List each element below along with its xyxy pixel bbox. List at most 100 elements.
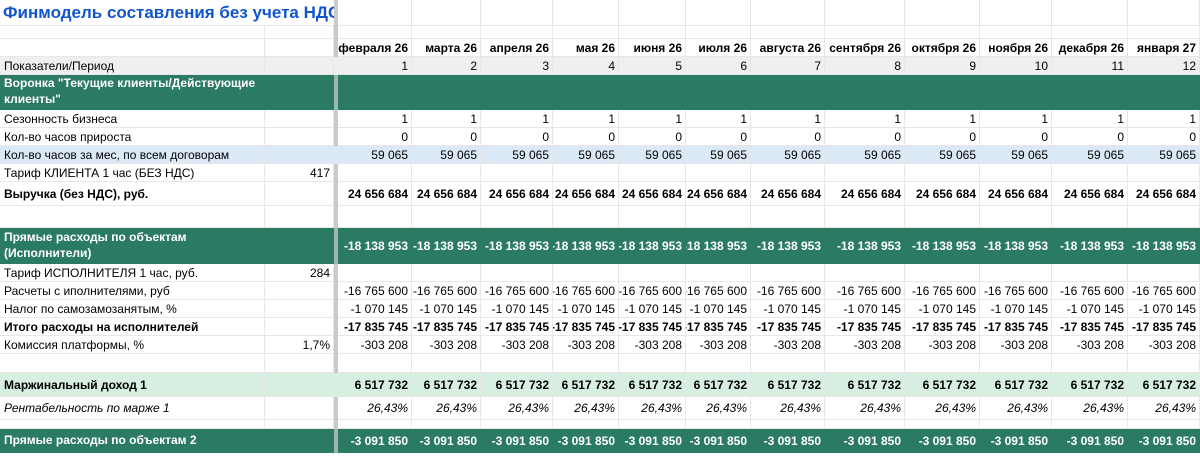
month-value-cell[interactable]: [751, 354, 825, 373]
month-value-cell[interactable]: -16 765 600: [619, 282, 686, 300]
month-value-cell[interactable]: -16 765 600: [553, 282, 619, 300]
month-value-cell[interactable]: -303 208: [1128, 336, 1200, 354]
month-value-cell[interactable]: 0: [980, 128, 1052, 146]
month-value-cell[interactable]: [412, 420, 481, 429]
month-value-cell[interactable]: -18 138 953: [412, 228, 481, 264]
month-header-cell[interactable]: октября 26: [905, 39, 980, 57]
month-value-cell[interactable]: -16 765 600: [825, 282, 905, 300]
row-label-cell[interactable]: [0, 420, 265, 429]
month-value-cell[interactable]: [825, 264, 905, 282]
month-value-cell[interactable]: 6 517 732: [481, 373, 553, 397]
month-value-cell[interactable]: [619, 164, 686, 182]
empty-cell[interactable]: [1052, 0, 1128, 26]
row-label-cell[interactable]: [0, 206, 265, 228]
month-value-cell[interactable]: [619, 420, 686, 429]
month-value-cell[interactable]: [980, 164, 1052, 182]
month-value-cell[interactable]: [1052, 75, 1128, 110]
month-value-cell[interactable]: -17 835 745: [686, 318, 751, 336]
month-header-cell[interactable]: января 27: [1128, 39, 1200, 57]
month-value-cell[interactable]: -3 091 850: [553, 429, 619, 453]
month-value-cell[interactable]: -1 070 145: [619, 300, 686, 318]
month-value-cell[interactable]: [825, 354, 905, 373]
month-value-cell[interactable]: -303 208: [905, 336, 980, 354]
month-value-cell[interactable]: [1128, 354, 1200, 373]
month-value-cell[interactable]: -18 138 953: [481, 228, 553, 264]
row-label-cell[interactable]: Тариф КЛИЕНТА 1 час (БЕЗ НДС): [0, 164, 265, 182]
month-value-cell[interactable]: 6 517 732: [412, 373, 481, 397]
month-value-cell[interactable]: -303 208: [825, 336, 905, 354]
period-number-cell[interactable]: 5: [619, 57, 686, 75]
empty-cell[interactable]: [553, 26, 619, 39]
month-value-cell[interactable]: [338, 264, 412, 282]
month-value-cell[interactable]: [1052, 354, 1128, 373]
month-value-cell[interactable]: -3 091 850: [481, 429, 553, 453]
param-value-cell[interactable]: 284: [265, 264, 334, 282]
month-value-cell[interactable]: 0: [481, 128, 553, 146]
empty-cell[interactable]: [905, 0, 980, 26]
month-header-cell[interactable]: февраля 26: [338, 39, 412, 57]
month-value-cell[interactable]: [825, 206, 905, 228]
month-value-cell[interactable]: -1 070 145: [553, 300, 619, 318]
month-value-cell[interactable]: -18 138 953: [619, 228, 686, 264]
param-value-cell[interactable]: [265, 75, 334, 110]
month-value-cell[interactable]: 59 065: [825, 146, 905, 164]
month-value-cell[interactable]: -3 091 850: [686, 429, 751, 453]
month-value-cell[interactable]: -303 208: [553, 336, 619, 354]
empty-cell[interactable]: [1128, 0, 1200, 26]
month-value-cell[interactable]: 59 065: [553, 146, 619, 164]
empty-cell[interactable]: [686, 0, 751, 26]
month-value-cell[interactable]: -17 835 745: [1128, 318, 1200, 336]
month-value-cell[interactable]: -17 835 745: [338, 318, 412, 336]
month-value-cell[interactable]: [905, 420, 980, 429]
empty-cell[interactable]: [265, 39, 334, 57]
month-value-cell[interactable]: 24 656 684: [553, 182, 619, 206]
month-value-cell[interactable]: [686, 420, 751, 429]
month-value-cell[interactable]: 24 656 684: [1052, 182, 1128, 206]
month-value-cell[interactable]: [686, 206, 751, 228]
month-value-cell[interactable]: -18 138 953: [980, 228, 1052, 264]
month-value-cell[interactable]: [553, 164, 619, 182]
param-value-cell[interactable]: 1,7%: [265, 336, 334, 354]
month-value-cell[interactable]: [481, 354, 553, 373]
section-header-cell[interactable]: Прямые расходы по объектам (Исполнители): [0, 228, 265, 264]
month-header-cell[interactable]: ноября 26: [980, 39, 1052, 57]
empty-cell[interactable]: [553, 0, 619, 26]
month-value-cell[interactable]: 6 517 732: [338, 373, 412, 397]
month-value-cell[interactable]: -303 208: [751, 336, 825, 354]
month-value-cell[interactable]: 1: [686, 110, 751, 128]
row-label-cell[interactable]: Маржинальный доход 1: [0, 373, 265, 397]
month-value-cell[interactable]: -18 138 953: [825, 228, 905, 264]
month-value-cell[interactable]: 0: [751, 128, 825, 146]
month-value-cell[interactable]: 0: [1128, 128, 1200, 146]
period-number-cell[interactable]: 9: [905, 57, 980, 75]
month-value-cell[interactable]: -17 835 745: [412, 318, 481, 336]
month-value-cell[interactable]: -303 208: [481, 336, 553, 354]
row-label-cell[interactable]: Кол-во часов прироста: [0, 128, 265, 146]
month-header-cell[interactable]: августа 26: [751, 39, 825, 57]
month-value-cell[interactable]: -3 091 850: [412, 429, 481, 453]
empty-cell[interactable]: [412, 0, 481, 26]
month-value-cell[interactable]: 24 656 684: [905, 182, 980, 206]
month-value-cell[interactable]: [686, 75, 751, 110]
month-value-cell[interactable]: 26,43%: [980, 397, 1052, 420]
month-value-cell[interactable]: [553, 75, 619, 110]
month-value-cell[interactable]: 59 065: [481, 146, 553, 164]
empty-cell[interactable]: [1052, 26, 1128, 39]
month-header-cell[interactable]: сентября 26: [825, 39, 905, 57]
month-value-cell[interactable]: -17 835 745: [905, 318, 980, 336]
month-value-cell[interactable]: 0: [905, 128, 980, 146]
month-value-cell[interactable]: 26,43%: [412, 397, 481, 420]
month-header-cell[interactable]: мая 26: [553, 39, 619, 57]
param-value-cell[interactable]: [265, 300, 334, 318]
period-number-cell[interactable]: 11: [1052, 57, 1128, 75]
month-value-cell[interactable]: 24 656 684: [686, 182, 751, 206]
month-value-cell[interactable]: [481, 164, 553, 182]
month-value-cell[interactable]: 1: [825, 110, 905, 128]
month-value-cell[interactable]: 6 517 732: [686, 373, 751, 397]
month-value-cell[interactable]: 26,43%: [1128, 397, 1200, 420]
month-value-cell[interactable]: 1: [338, 110, 412, 128]
month-value-cell[interactable]: [1128, 206, 1200, 228]
month-value-cell[interactable]: 26,43%: [751, 397, 825, 420]
month-value-cell[interactable]: -18 138 953: [1052, 228, 1128, 264]
month-value-cell[interactable]: [553, 420, 619, 429]
